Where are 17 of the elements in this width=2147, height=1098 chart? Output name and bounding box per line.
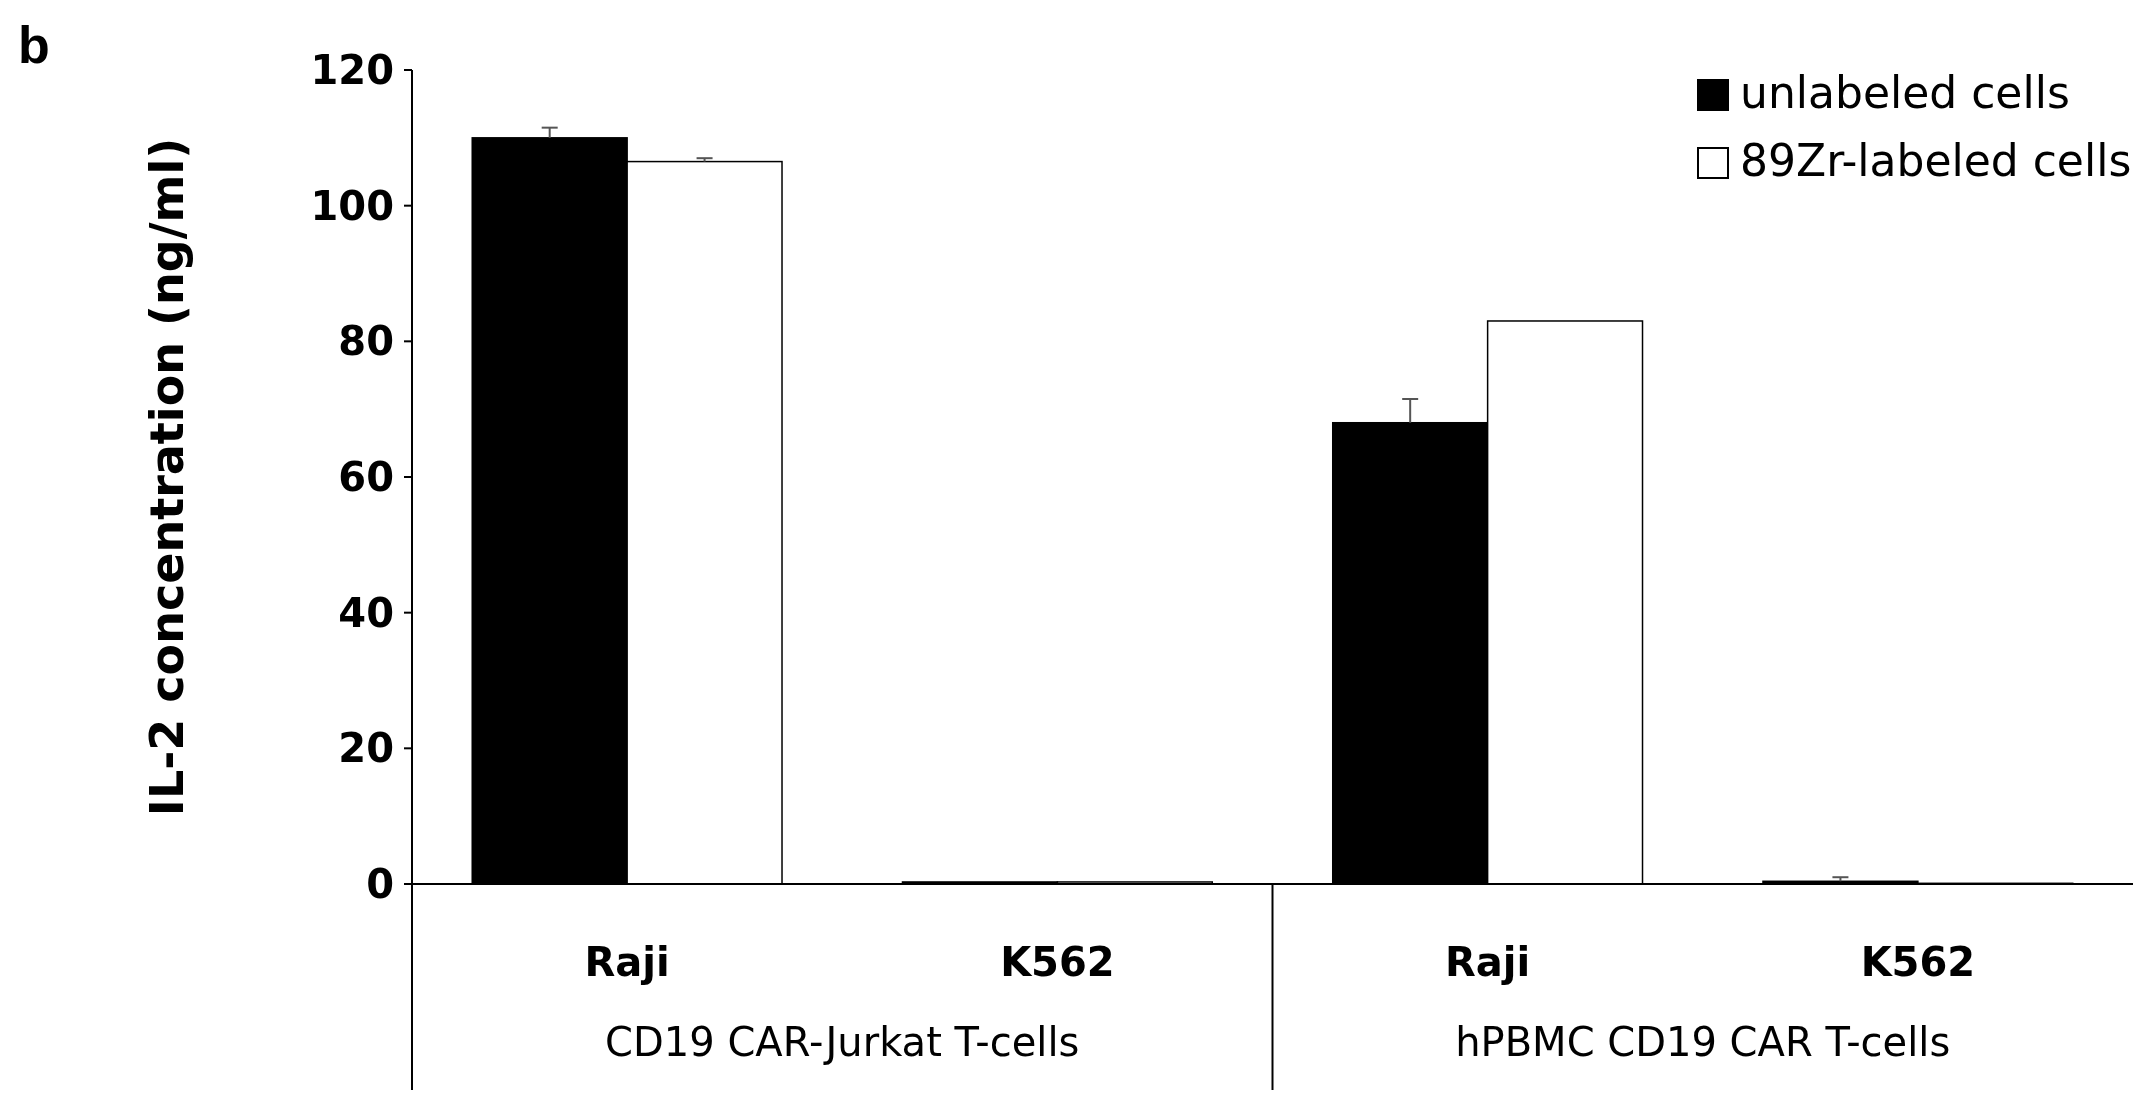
y-axis-title: IL-2 concentration (ng/ml) bbox=[140, 137, 194, 817]
y-tick-label: 100 bbox=[310, 182, 394, 229]
text: CD19 CAR-Jurkat T-cells bbox=[605, 1019, 1080, 1065]
text: b bbox=[18, 16, 50, 74]
legend-label: 89Zr-labeled cells bbox=[1740, 135, 2132, 186]
x-tick-label: K562 bbox=[1000, 939, 1115, 985]
y-tick-label: 20 bbox=[338, 725, 394, 772]
x-tick-label: Raji bbox=[584, 939, 670, 985]
legend-label: unlabeled cells bbox=[1740, 67, 2070, 118]
y-tick-label: 0 bbox=[366, 861, 394, 907]
y-tick-label: 60 bbox=[338, 454, 394, 500]
x-tick-label: K562 bbox=[1860, 939, 1976, 985]
text: hPBMC CD19 CAR T-cells bbox=[1455, 1019, 1951, 1065]
x-tick-label: Raji bbox=[1445, 939, 1531, 985]
y-tick-label: 120 bbox=[310, 47, 394, 93]
y-tick-label: 40 bbox=[338, 589, 394, 636]
y-tick-label: 80 bbox=[338, 318, 394, 365]
